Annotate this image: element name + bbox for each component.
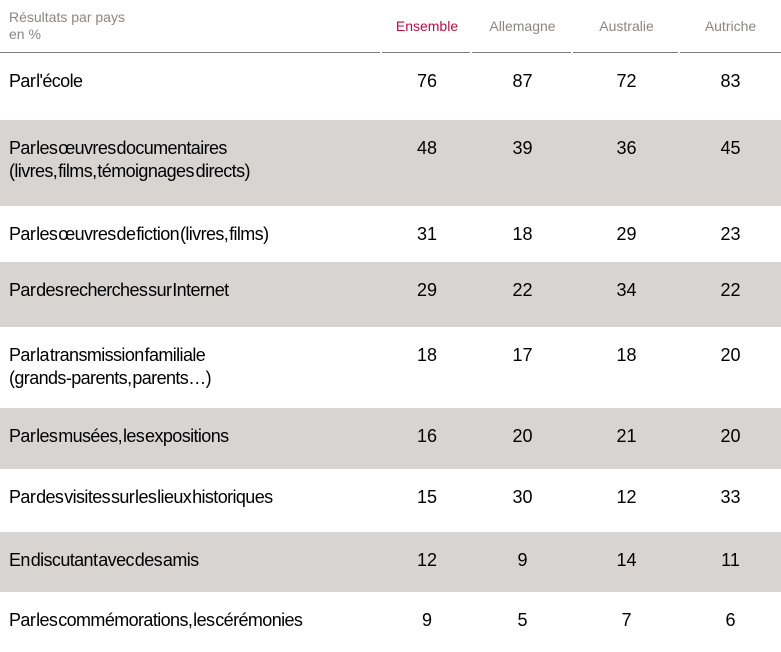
value-ensemble: 48	[416, 138, 438, 158]
row-label: Par l'école	[0, 53, 382, 120]
value-autriche: 20	[720, 426, 741, 446]
table-row: Par la transmission familiale (grands-pa…	[0, 327, 781, 408]
value-autriche: 83	[720, 71, 741, 91]
value-ensemble: 76	[416, 71, 438, 91]
table-row: Par les musées, les expositions 16 20 21…	[0, 408, 781, 469]
value-ensemble: 9	[421, 610, 432, 630]
value-ensemble: 15	[416, 487, 438, 507]
row-label-line2: (livres, films, témoignages directs)	[9, 161, 250, 181]
value-allemagne: 5	[517, 610, 528, 630]
value-ensemble: 18	[416, 345, 438, 365]
value-autriche: 11	[721, 550, 740, 570]
table-row: Par des recherches sur Internet 29 22 34…	[0, 262, 781, 327]
value-ensemble: 31	[416, 224, 438, 244]
column-header-ensemble: Ensemble	[382, 0, 472, 53]
value-australie: 7	[621, 610, 632, 630]
value-autriche: 45	[720, 138, 741, 158]
row-label-line1: Par des recherches sur Internet	[9, 280, 229, 300]
row-label: Par des visites sur les lieux historique…	[0, 469, 382, 532]
table-header: Résultats par pays en % Ensemble Allemag…	[0, 0, 781, 53]
value-ensemble: 16	[416, 426, 438, 446]
value-autriche: 23	[720, 224, 741, 244]
row-label: Par la transmission familiale (grands-pa…	[0, 327, 382, 408]
column-header-autriche: Autriche	[680, 0, 781, 53]
value-ensemble: 29	[416, 280, 438, 300]
value-autriche: 6	[725, 610, 736, 630]
value-australie: 21	[616, 426, 637, 446]
row-label-line2: (grands-parents, parents…)	[9, 368, 212, 388]
row-label: Par les commémorations, les cérémonies	[0, 592, 382, 652]
row-label: Par les musées, les expositions	[0, 408, 382, 469]
table-row: Par les œuvres documentaires (livres, fi…	[0, 120, 781, 206]
value-allemagne: 18	[512, 224, 533, 244]
table-row: Par les commémorations, les cérémonies 9…	[0, 592, 781, 652]
value-allemagne: 9	[517, 550, 528, 570]
value-ensemble: 12	[416, 550, 438, 570]
value-autriche: 22	[720, 280, 741, 300]
row-label-line1: Par les commémorations, les cérémonies	[9, 610, 303, 630]
row-label-line1: Par les œuvres documentaires	[9, 138, 227, 158]
row-label-line1: En discutant avec des amis	[9, 550, 199, 570]
value-australie: 36	[616, 138, 637, 158]
row-label-line1: Par les œuvres de fiction (livres, films…	[9, 224, 269, 244]
row-label: Par les œuvres de fiction (livres, films…	[0, 206, 382, 262]
column-header-australie: Australie	[573, 0, 680, 53]
row-label-line1: Par l'école	[9, 71, 83, 91]
value-allemagne: 17	[512, 345, 533, 365]
table-row: Par des visites sur les lieux historique…	[0, 469, 781, 532]
value-allemagne: 20	[512, 426, 533, 446]
table-title-line1: Résultats par pays	[9, 9, 125, 25]
table-title-line2: en %	[9, 26, 41, 42]
value-allemagne: 30	[512, 487, 533, 507]
value-allemagne: 87	[512, 71, 533, 91]
value-allemagne: 39	[512, 138, 533, 158]
value-australie: 72	[616, 71, 637, 91]
row-label-line1: Par les musées, les expositions	[9, 426, 229, 446]
table-row: Par l'école 76 87 72 83	[0, 53, 781, 120]
table-title: Résultats par pays en %	[0, 0, 382, 53]
table-row: Par les œuvres de fiction (livres, films…	[0, 206, 781, 262]
row-label: Par des recherches sur Internet	[0, 262, 382, 327]
row-label-line1: Par des visites sur les lieux historique…	[9, 487, 273, 507]
value-autriche: 20	[720, 345, 741, 365]
row-label: Par les œuvres documentaires (livres, fi…	[0, 120, 382, 206]
row-label: En discutant avec des amis	[0, 532, 382, 592]
value-allemagne: 22	[512, 280, 533, 300]
value-australie: 18	[616, 345, 637, 365]
value-australie: 34	[616, 280, 637, 300]
value-australie: 12	[616, 487, 637, 507]
value-autriche: 33	[720, 487, 741, 507]
table-row: En discutant avec des amis 12 9 14 11	[0, 532, 781, 592]
column-header-allemagne: Allemagne	[472, 0, 573, 53]
value-australie: 14	[616, 550, 637, 570]
row-label-line1: Par la transmission familiale	[9, 345, 206, 365]
value-australie: 29	[616, 224, 637, 244]
